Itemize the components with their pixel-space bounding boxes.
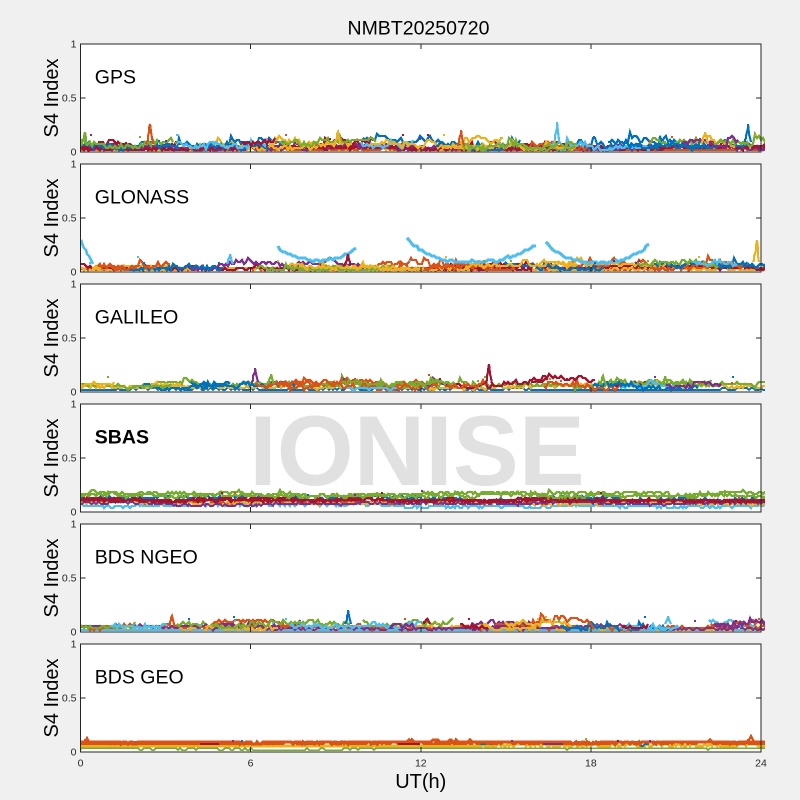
- svg-text:BDS GEO: BDS GEO: [95, 667, 184, 689]
- svg-text:SBAS: SBAS: [95, 427, 149, 449]
- svg-text:GALILEO: GALILEO: [95, 307, 178, 329]
- svg-text:0.5: 0.5: [62, 573, 77, 585]
- svg-text:18: 18: [585, 758, 597, 770]
- svg-text:1: 1: [71, 159, 77, 171]
- svg-text:UT(h): UT(h): [395, 771, 446, 793]
- svg-text:1: 1: [71, 399, 77, 411]
- svg-text:0: 0: [71, 747, 77, 759]
- svg-text:S4 Index: S4 Index: [41, 659, 63, 738]
- svg-text:IONISE: IONISE: [249, 395, 585, 506]
- svg-text:0.5: 0.5: [62, 333, 77, 345]
- svg-text:6: 6: [248, 758, 254, 770]
- svg-text:0.5: 0.5: [62, 93, 77, 105]
- svg-text:GPS: GPS: [95, 67, 136, 89]
- svg-text:BDS NGEO: BDS NGEO: [95, 547, 198, 569]
- svg-text:1: 1: [71, 279, 77, 291]
- svg-text:0: 0: [71, 507, 77, 519]
- svg-text:0.5: 0.5: [62, 693, 77, 705]
- svg-text:0: 0: [71, 387, 77, 399]
- svg-text:S4 Index: S4 Index: [41, 419, 63, 498]
- svg-text:S4 Index: S4 Index: [41, 539, 63, 618]
- svg-text:1: 1: [71, 519, 77, 531]
- svg-text:S4 Index: S4 Index: [41, 59, 63, 138]
- svg-text:0.5: 0.5: [62, 213, 77, 225]
- svg-text:0: 0: [71, 267, 77, 279]
- svg-text:1: 1: [71, 639, 77, 651]
- svg-text:S4 Index: S4 Index: [41, 299, 63, 378]
- svg-text:S4 Index: S4 Index: [41, 179, 63, 258]
- svg-text:24: 24: [755, 758, 767, 770]
- svg-text:GLONASS: GLONASS: [95, 187, 189, 209]
- svg-text:12: 12: [415, 758, 427, 770]
- svg-text:0: 0: [78, 758, 84, 770]
- svg-text:0: 0: [71, 147, 77, 159]
- svg-text:NMBT20250720: NMBT20250720: [347, 18, 489, 40]
- svg-text:0: 0: [71, 627, 77, 639]
- svg-text:0.5: 0.5: [62, 453, 77, 465]
- svg-text:1: 1: [71, 39, 77, 51]
